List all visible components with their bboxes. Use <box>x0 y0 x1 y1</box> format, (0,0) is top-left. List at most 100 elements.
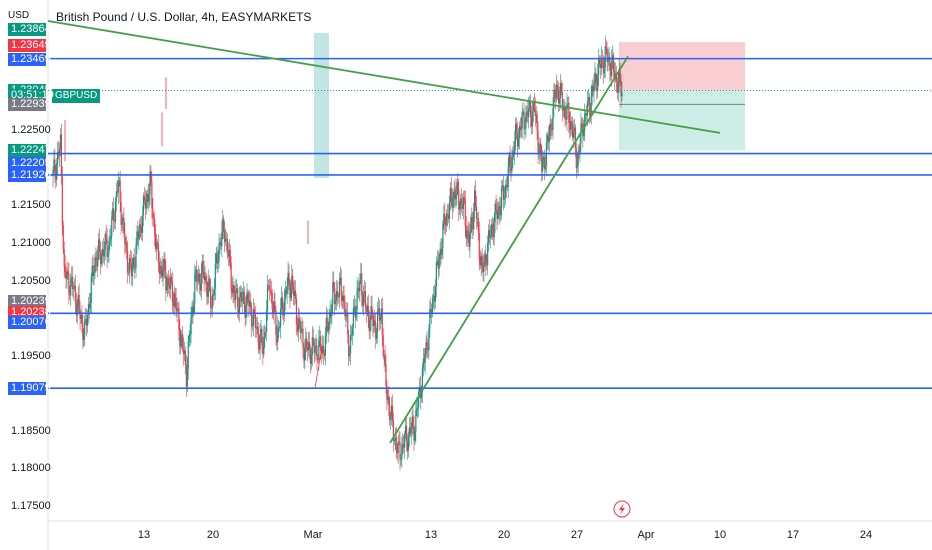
candle-body <box>422 358 424 369</box>
candle-body <box>508 154 510 167</box>
candle-body <box>393 439 395 442</box>
candle-body <box>606 48 608 62</box>
target-zone <box>619 90 745 151</box>
candle-body <box>141 226 143 233</box>
candle-body <box>344 301 346 317</box>
candle-body <box>590 95 592 116</box>
price-label: 1.21920 <box>8 168 51 182</box>
candle-body <box>445 224 447 226</box>
candle-body <box>212 294 215 296</box>
candle-body <box>264 332 266 337</box>
candle-body <box>437 261 439 269</box>
candle-body <box>105 233 107 240</box>
candle-body <box>145 198 147 209</box>
candle-body <box>280 297 283 309</box>
candle-body <box>103 250 105 257</box>
candle-body <box>163 258 165 271</box>
candle-body <box>610 70 612 77</box>
candle-body <box>278 327 280 329</box>
highlight-zone <box>314 33 329 178</box>
candle-body <box>342 295 344 301</box>
candle-body <box>257 326 259 343</box>
candle-body <box>143 195 146 201</box>
candle-body <box>289 282 291 298</box>
candle-body <box>440 249 442 255</box>
candle-body <box>113 208 115 222</box>
candle-body <box>200 274 202 291</box>
candle-body <box>579 143 581 153</box>
candle-body <box>613 71 616 80</box>
candle-body <box>488 230 491 238</box>
candle-body <box>369 320 371 332</box>
candle-body <box>595 72 597 82</box>
candle-body <box>585 113 588 116</box>
candle-body <box>400 458 402 460</box>
candle-body <box>197 273 200 281</box>
candle-body <box>563 106 565 111</box>
candle-body <box>583 130 585 137</box>
candle-body <box>238 297 241 314</box>
candle-body <box>106 239 108 257</box>
candle-body <box>298 318 300 320</box>
candle-body <box>371 306 373 316</box>
candle-body <box>388 397 390 406</box>
candle-body <box>249 301 251 307</box>
candle-body <box>501 187 503 209</box>
candle-body <box>243 291 245 305</box>
candle-body <box>175 298 177 312</box>
candle-body <box>173 293 175 307</box>
candle-body <box>432 295 435 298</box>
candle-body <box>543 156 545 161</box>
candle-body <box>314 347 316 353</box>
candle-body <box>438 258 440 269</box>
candle-body <box>365 306 368 312</box>
candle-body <box>178 308 180 331</box>
candle-body <box>161 266 163 277</box>
candle-body <box>179 330 181 347</box>
candle-body <box>284 290 286 300</box>
candle-body <box>399 441 401 460</box>
candle-body <box>53 159 55 170</box>
candle-body <box>275 309 277 335</box>
candle-body <box>221 232 223 247</box>
candle-body <box>362 295 364 306</box>
candle-body <box>206 281 208 297</box>
candle-body <box>318 340 320 360</box>
candle-body <box>77 294 79 304</box>
candle-body <box>581 123 583 125</box>
candle-body <box>368 317 370 332</box>
candle-body <box>375 323 377 339</box>
price-label: 1.23864 <box>8 22 51 36</box>
candle-body <box>486 264 488 266</box>
candle-body <box>185 365 187 387</box>
candle-body <box>495 203 497 211</box>
candle-body <box>500 208 502 216</box>
candle-body <box>367 305 369 318</box>
candle-body <box>286 286 288 294</box>
candle-body <box>74 285 76 303</box>
candle-body <box>295 298 298 324</box>
candle-body <box>129 258 132 263</box>
candle-body <box>461 204 464 209</box>
candle-body <box>335 291 338 301</box>
candle-body <box>565 117 567 120</box>
candle-body <box>202 260 204 272</box>
candle-body <box>575 148 577 169</box>
candle-body <box>85 318 87 321</box>
candle-body <box>248 300 250 307</box>
candle-body <box>408 427 410 437</box>
candle-body <box>569 122 571 130</box>
candle-body <box>310 355 312 364</box>
candle-body <box>258 342 260 350</box>
candle-body <box>604 46 606 68</box>
candle-body <box>502 185 505 200</box>
candle-body <box>613 54 615 72</box>
candle-body <box>377 310 379 332</box>
candle-body <box>414 431 416 441</box>
candle-body <box>439 249 441 259</box>
candle-body <box>526 111 528 113</box>
candle-body <box>567 102 569 105</box>
candle-body <box>401 444 403 459</box>
candle-body <box>181 334 183 339</box>
